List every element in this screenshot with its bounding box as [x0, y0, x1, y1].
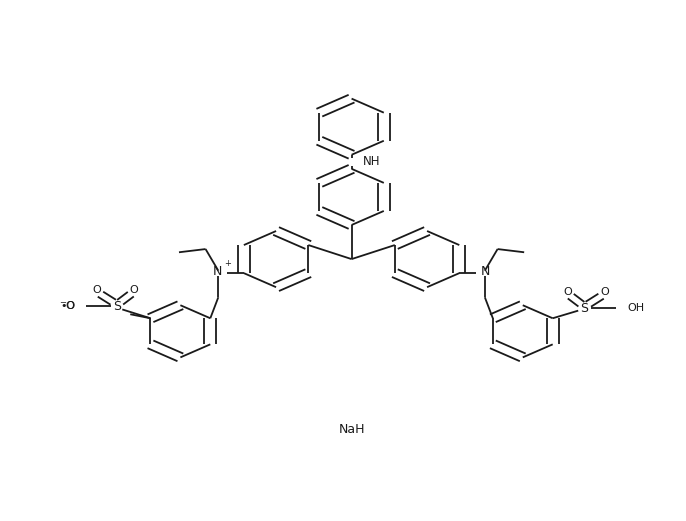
Text: S: S	[580, 302, 589, 315]
Text: N: N	[213, 265, 222, 278]
Text: O: O	[66, 301, 74, 311]
Text: N: N	[481, 265, 490, 278]
Text: O: O	[563, 287, 572, 297]
Text: O: O	[130, 285, 139, 295]
Text: OH: OH	[627, 303, 644, 313]
Text: NaH: NaH	[338, 423, 365, 436]
Text: −: −	[59, 297, 67, 307]
Text: +: +	[224, 259, 231, 268]
Text: S: S	[113, 300, 121, 313]
Text: NH: NH	[364, 155, 381, 168]
Text: O: O	[93, 285, 101, 295]
Text: O: O	[600, 287, 609, 297]
Text: •O: •O	[61, 301, 76, 311]
